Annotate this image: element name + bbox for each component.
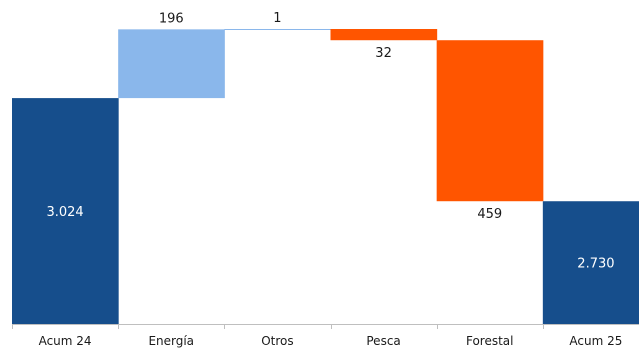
category-label-otros: Otros <box>261 334 293 348</box>
category-label-acum-25: Acum 25 <box>569 334 622 348</box>
category-label-energia: Energía <box>148 334 194 348</box>
labels-group: 3.024 Acum 24 196 Energía 1 Otros 32 Pesca 459 Fo… <box>39 11 623 348</box>
bar-energia <box>118 29 225 99</box>
bar-acum-25 <box>542 201 639 324</box>
data-label-pesca: 32 <box>375 46 392 61</box>
data-label-acum-24: 3.024 <box>46 205 83 220</box>
data-label-acum-25: 2.730 <box>577 257 614 272</box>
data-label-otros: 1 <box>273 11 281 26</box>
x-axis <box>12 324 639 329</box>
bars-group <box>12 29 639 324</box>
bar-pesca <box>330 29 438 41</box>
category-label-acum-24: Acum 24 <box>39 334 92 348</box>
category-label-pesca: Pesca <box>366 334 400 348</box>
data-label-energia: 196 <box>159 11 184 26</box>
bar-acum-24 <box>12 98 119 324</box>
bar-forestal <box>436 40 544 202</box>
data-label-forestal: 459 <box>477 207 502 222</box>
bar-otros <box>224 29 331 30</box>
category-label-forestal: Forestal <box>466 334 514 348</box>
